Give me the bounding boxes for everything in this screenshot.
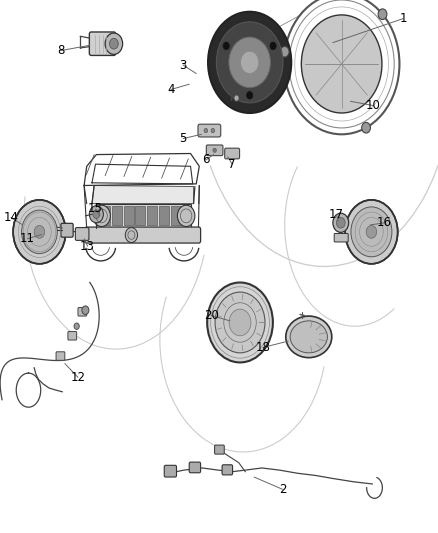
Text: 6: 6	[202, 154, 210, 166]
FancyBboxPatch shape	[206, 145, 223, 156]
Bar	[171, 206, 181, 225]
Text: 4: 4	[167, 83, 175, 96]
Circle shape	[333, 213, 349, 232]
Text: 13: 13	[80, 240, 95, 253]
Text: 5: 5	[180, 132, 187, 145]
Circle shape	[223, 42, 230, 50]
Text: 7: 7	[228, 158, 236, 171]
Circle shape	[234, 95, 239, 101]
Text: 1: 1	[399, 12, 407, 25]
Circle shape	[204, 128, 208, 133]
Circle shape	[240, 51, 259, 74]
Circle shape	[13, 200, 66, 264]
Text: 14: 14	[4, 211, 18, 224]
Circle shape	[74, 323, 79, 329]
Ellipse shape	[286, 316, 332, 358]
Text: 11: 11	[20, 232, 35, 245]
Text: 3: 3	[180, 59, 187, 71]
Circle shape	[229, 37, 270, 87]
FancyBboxPatch shape	[225, 148, 240, 159]
FancyBboxPatch shape	[198, 124, 221, 137]
Text: 8: 8	[57, 44, 64, 57]
Circle shape	[362, 123, 371, 133]
FancyBboxPatch shape	[61, 223, 73, 237]
Circle shape	[301, 15, 382, 113]
Circle shape	[351, 207, 392, 257]
Text: 20: 20	[204, 309, 219, 322]
Circle shape	[21, 210, 57, 254]
Circle shape	[345, 200, 398, 264]
FancyBboxPatch shape	[334, 233, 348, 242]
Circle shape	[125, 228, 138, 243]
FancyBboxPatch shape	[78, 308, 87, 316]
Bar	[100, 206, 110, 225]
FancyBboxPatch shape	[75, 228, 89, 240]
Bar	[135, 206, 145, 225]
Text: 15: 15	[88, 203, 103, 215]
FancyBboxPatch shape	[68, 332, 77, 340]
Bar	[147, 206, 157, 225]
Circle shape	[105, 33, 123, 54]
Circle shape	[89, 206, 103, 223]
Text: 16: 16	[377, 216, 392, 229]
FancyBboxPatch shape	[85, 227, 201, 243]
Circle shape	[247, 92, 253, 99]
Circle shape	[177, 205, 195, 227]
FancyBboxPatch shape	[222, 465, 233, 475]
Circle shape	[336, 217, 345, 228]
Ellipse shape	[290, 321, 327, 353]
FancyBboxPatch shape	[164, 465, 177, 477]
Circle shape	[270, 42, 276, 50]
FancyBboxPatch shape	[189, 462, 201, 473]
Circle shape	[216, 22, 283, 103]
Circle shape	[208, 12, 291, 113]
Circle shape	[110, 38, 118, 49]
Bar	[112, 206, 122, 225]
Circle shape	[378, 9, 387, 20]
Circle shape	[207, 282, 273, 362]
Text: 10: 10	[366, 99, 381, 112]
Circle shape	[82, 306, 89, 314]
Bar	[159, 206, 169, 225]
Text: 12: 12	[71, 371, 85, 384]
Text: 2: 2	[279, 483, 286, 496]
FancyBboxPatch shape	[89, 32, 116, 55]
Bar	[96, 204, 191, 228]
Circle shape	[229, 309, 251, 336]
FancyBboxPatch shape	[56, 352, 65, 360]
Circle shape	[280, 46, 289, 57]
Circle shape	[93, 210, 100, 219]
Circle shape	[215, 292, 265, 353]
FancyBboxPatch shape	[215, 445, 224, 454]
Circle shape	[34, 225, 45, 238]
Circle shape	[211, 128, 215, 133]
Text: 17: 17	[329, 208, 344, 221]
Polygon shape	[92, 185, 194, 204]
Circle shape	[93, 205, 110, 227]
Circle shape	[213, 148, 216, 152]
Bar	[124, 206, 134, 225]
Text: 18: 18	[255, 341, 270, 354]
Circle shape	[366, 225, 377, 238]
